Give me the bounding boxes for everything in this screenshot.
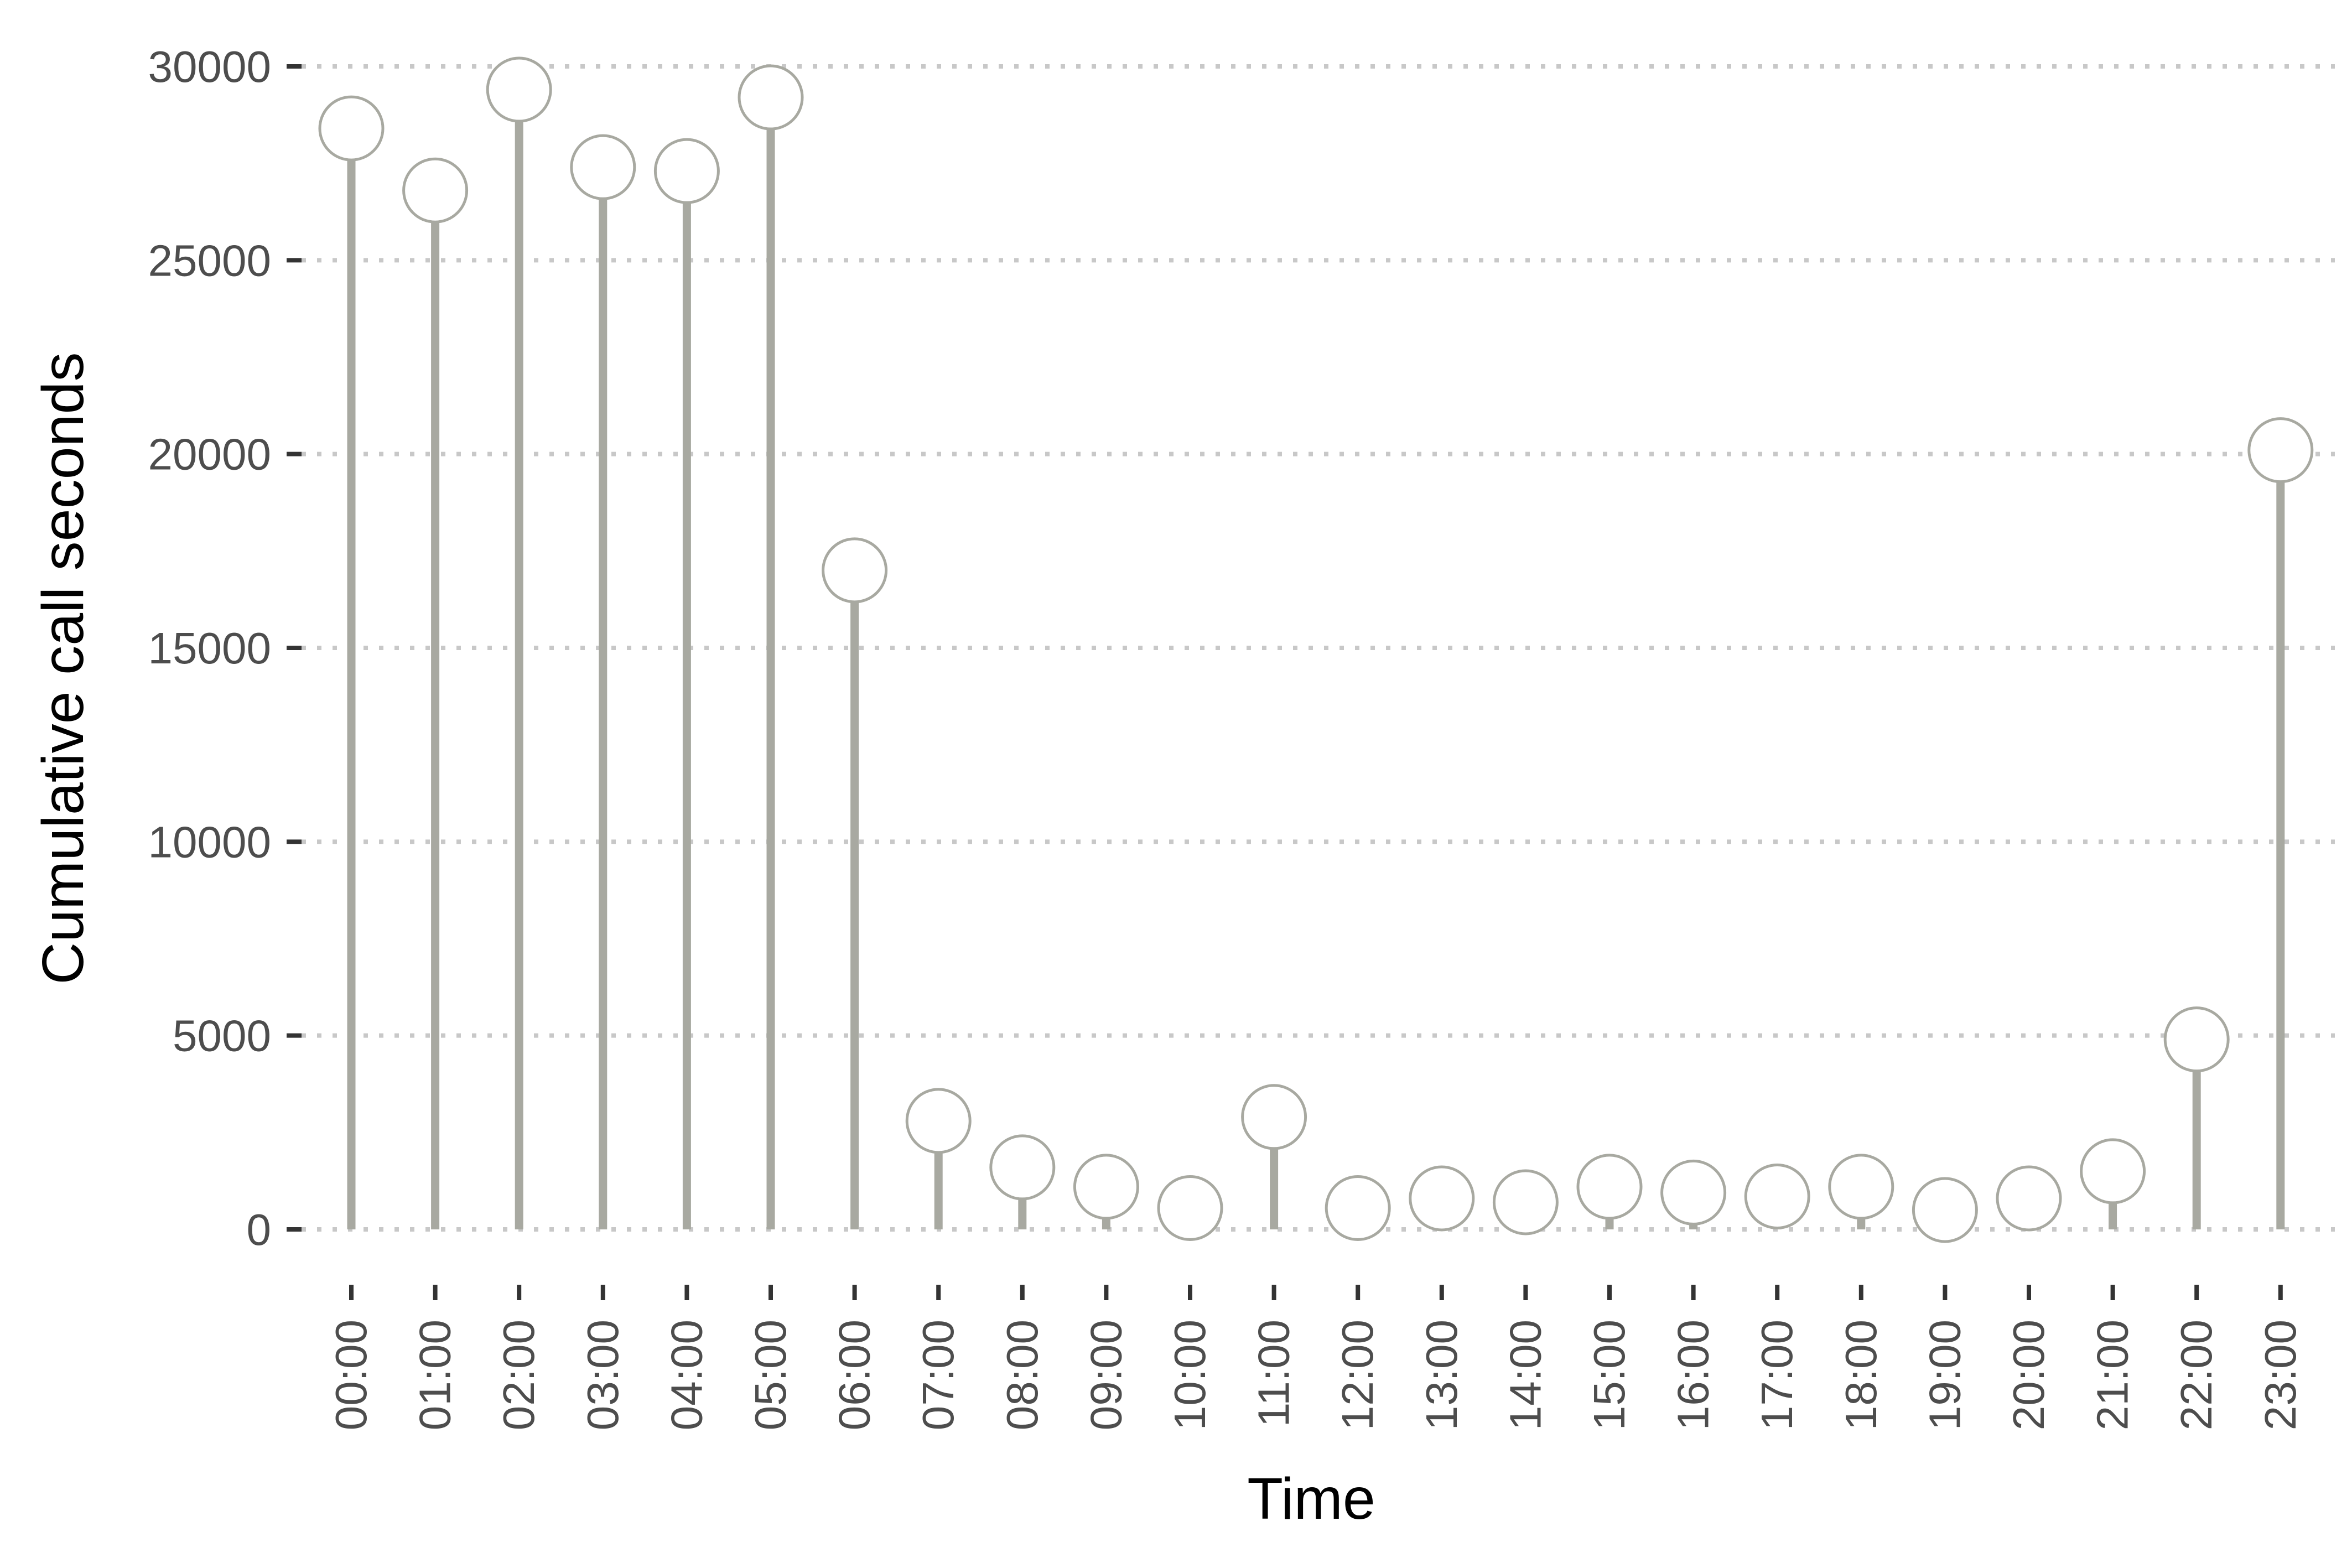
x-tick-label: 10:00 — [1165, 1320, 1214, 1430]
y-tick-label: 25000 — [148, 236, 271, 285]
x-tick-label: 16:00 — [1669, 1320, 1718, 1430]
x-tick-label: 02:00 — [494, 1320, 543, 1430]
x-tick-label: 13:00 — [1417, 1320, 1466, 1430]
y-tick-label: 30000 — [148, 42, 271, 91]
x-tick-label: 17:00 — [1752, 1320, 1801, 1430]
data-point — [1157, 1175, 1223, 1241]
x-tick-label: 03:00 — [578, 1320, 627, 1430]
data-point — [822, 537, 888, 604]
data-point — [738, 64, 804, 131]
data-point — [1660, 1159, 1727, 1226]
x-tick-label: 22:00 — [2172, 1320, 2221, 1430]
x-tick-label: 08:00 — [998, 1320, 1047, 1430]
data-point — [2163, 1006, 2230, 1073]
x-tick-label: 06:00 — [830, 1320, 879, 1430]
data-point — [318, 95, 385, 162]
x-axis-title: Time — [1247, 1466, 1375, 1531]
data-point — [1073, 1154, 1139, 1220]
data-point — [1828, 1154, 1894, 1220]
y-tick-label: 5000 — [173, 1011, 271, 1061]
y-axis-title: Cumulative call seconds — [30, 352, 96, 985]
x-tick-label: 12:00 — [1333, 1320, 1382, 1430]
x-tick-label: 14:00 — [1500, 1320, 1550, 1430]
x-tick-label: 09:00 — [1081, 1320, 1130, 1430]
data-point — [1492, 1169, 1559, 1235]
y-tick-label: 15000 — [148, 624, 271, 673]
x-tick-label: 07:00 — [913, 1320, 963, 1430]
data-point — [570, 134, 636, 200]
data-point — [1325, 1175, 1391, 1241]
data-point — [1241, 1084, 1307, 1150]
data-point — [1744, 1163, 1810, 1229]
y-axis: 0 5000 10000 15000 20000 25000 30000 — [148, 42, 302, 1254]
x-tick-label: 21:00 — [2088, 1320, 2137, 1430]
x-tick-label: 18:00 — [1836, 1320, 1886, 1430]
data-point — [1912, 1177, 1978, 1243]
data-point — [905, 1088, 972, 1154]
x-tick-label: 01:00 — [411, 1320, 460, 1430]
markers — [318, 56, 2314, 1243]
data-point — [1409, 1165, 1475, 1232]
y-tick-label: 20000 — [148, 430, 271, 479]
x-tick-label: 15:00 — [1585, 1320, 1634, 1430]
x-tick-label: 11:00 — [1249, 1320, 1299, 1427]
data-point — [2247, 417, 2314, 484]
data-point — [2080, 1138, 2146, 1204]
x-tick-label: 04:00 — [662, 1320, 711, 1430]
data-point — [486, 56, 552, 123]
x-tick-label: 05:00 — [746, 1320, 795, 1430]
x-tick-label: 20:00 — [2004, 1320, 2053, 1430]
data-point — [1576, 1154, 1643, 1220]
x-tick-label: 00:00 — [326, 1320, 376, 1430]
y-tick-label: 10000 — [148, 817, 271, 866]
data-point — [1996, 1165, 2062, 1232]
y-tick-label: 0 — [247, 1205, 272, 1254]
data-point — [653, 138, 720, 204]
x-tick-label: 23:00 — [2256, 1320, 2305, 1430]
data-point — [989, 1134, 1056, 1201]
data-point — [402, 157, 469, 224]
x-axis: 00:00 01:00 02:00 03:00 04:00 05:00 06:00 07:00… — [326, 1285, 2305, 1430]
x-tick-label: 19:00 — [1920, 1320, 1969, 1430]
